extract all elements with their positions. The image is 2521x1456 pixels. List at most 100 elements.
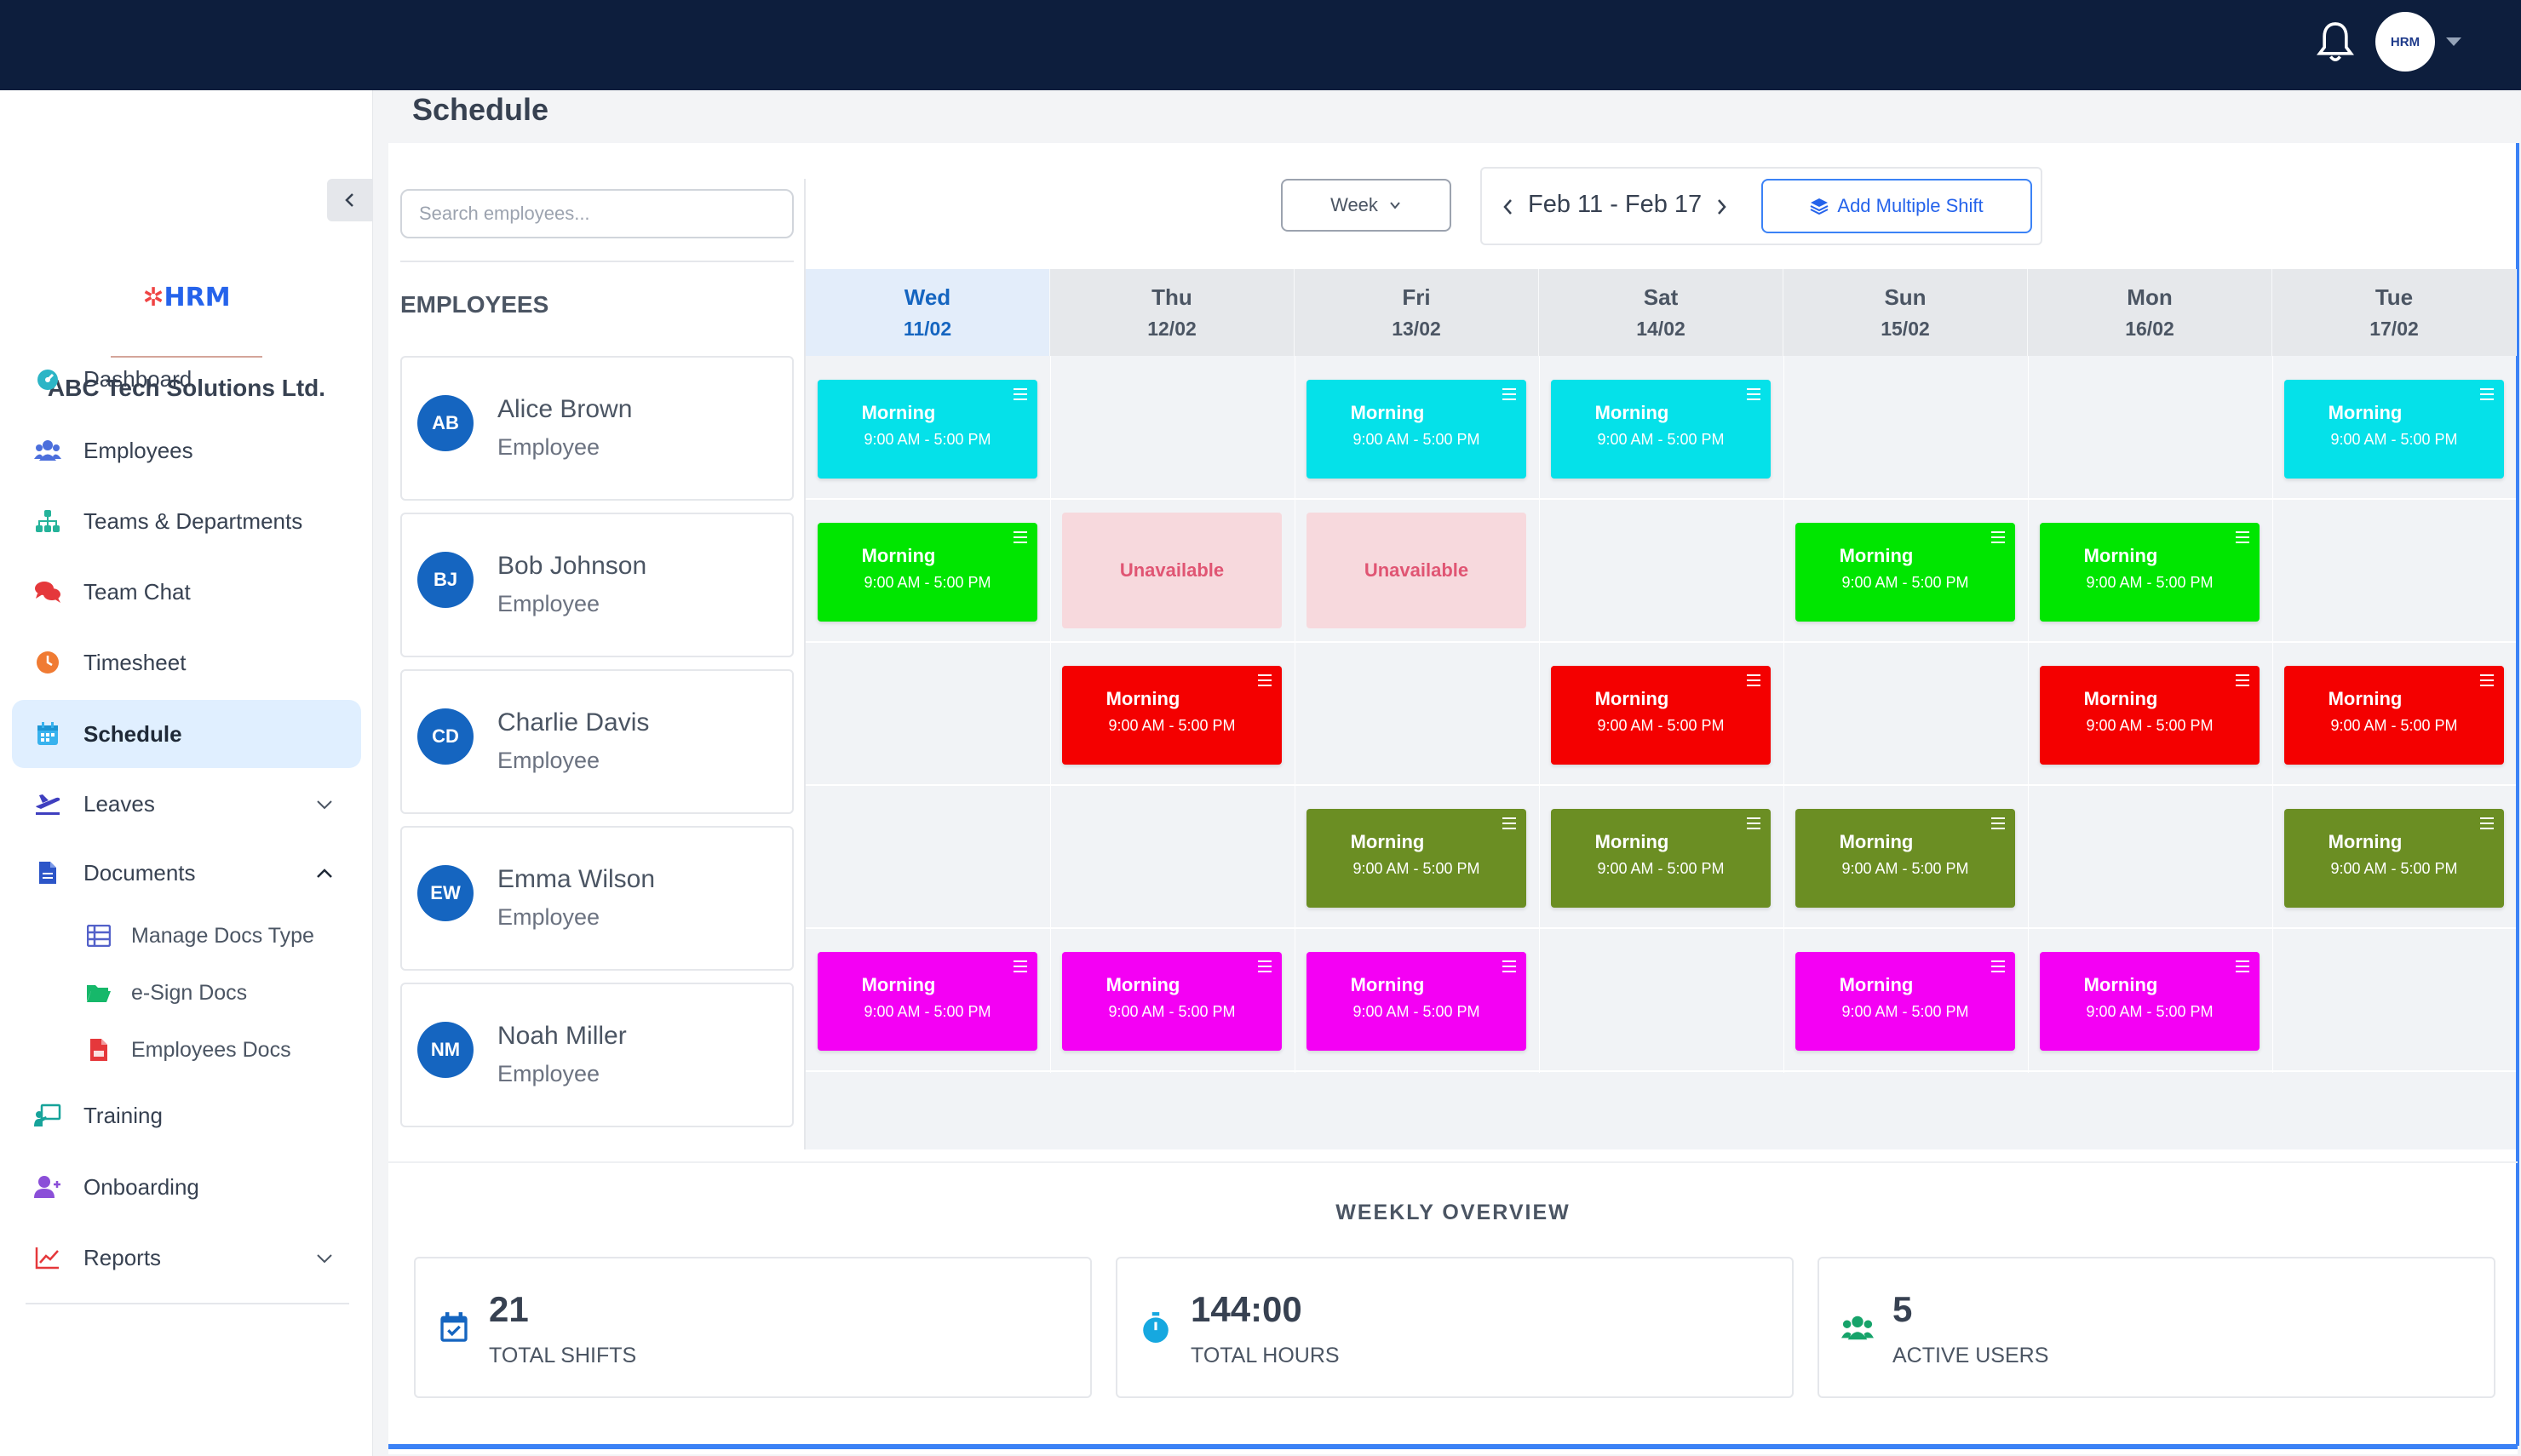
- sidebar-item-schedule[interactable]: Schedule: [12, 700, 361, 768]
- shift-block[interactable]: Morning 9:00 AM - 5:00 PM: [2040, 952, 2260, 1051]
- sidebar-item-dashboard[interactable]: Dashboard: [12, 345, 361, 413]
- menu-icon[interactable]: [2234, 530, 2251, 545]
- menu-icon[interactable]: [2234, 959, 2251, 974]
- sidebar-item-reports[interactable]: Reports: [12, 1224, 361, 1292]
- employee-avatar: EW: [417, 865, 474, 921]
- sidebar-item-teams-departments[interactable]: Teams & Departments: [12, 487, 361, 555]
- sidebar-item-label: Documents: [83, 859, 196, 886]
- sidebar-item-team-chat[interactable]: Team Chat: [12, 558, 361, 626]
- shift-block[interactable]: Morning 9:00 AM - 5:00 PM: [2040, 523, 2260, 622]
- search-employees-input[interactable]: [400, 189, 794, 238]
- previous-week-button[interactable]: [1494, 192, 1523, 221]
- shift-block[interactable]: Morning 9:00 AM - 5:00 PM: [818, 952, 1037, 1051]
- menu-icon[interactable]: [2478, 673, 2495, 688]
- grid-row-line: [806, 498, 2516, 500]
- sidebar-item-timesheet[interactable]: Timesheet: [12, 628, 361, 696]
- sidebar-subitem-employees-docs[interactable]: Employees Docs: [85, 1024, 358, 1075]
- menu-icon[interactable]: [2234, 673, 2251, 688]
- user-avatar[interactable]: HRM: [2375, 12, 2435, 72]
- folder-open-icon: [85, 979, 112, 1006]
- menu-icon[interactable]: [1501, 816, 1518, 831]
- day-header: Wed 11/02: [806, 269, 1050, 356]
- shift-block[interactable]: Morning 9:00 AM - 5:00 PM: [1062, 666, 1282, 765]
- add-multiple-shift-button[interactable]: Add Multiple Shift: [1761, 179, 2032, 233]
- shift-block[interactable]: Morning 9:00 AM - 5:00 PM: [2040, 666, 2260, 765]
- menu-icon[interactable]: [1990, 959, 2007, 974]
- stat-value: 144:00: [1191, 1289, 1302, 1329]
- menu-icon[interactable]: [1501, 387, 1518, 402]
- menu-icon[interactable]: [2478, 816, 2495, 831]
- shift-title: Morning: [861, 402, 936, 423]
- shift-block[interactable]: Morning 9:00 AM - 5:00 PM: [1551, 809, 1771, 908]
- shift-time: 9:00 AM - 5:00 PM: [1352, 1003, 1480, 1020]
- stat-label: TOTAL SHIFTS: [489, 1344, 637, 1367]
- day-name: Sat: [1643, 284, 1679, 310]
- shift-block[interactable]: Morning 9:00 AM - 5:00 PM: [1551, 380, 1771, 479]
- employee-card[interactable]: AB Alice Brown Employee: [400, 356, 794, 501]
- sidebar-item-label: Manage Docs Type: [131, 923, 314, 948]
- employee-avatar: AB: [417, 395, 474, 451]
- shift-block[interactable]: Morning 9:00 AM - 5:00 PM: [818, 523, 1037, 622]
- shift-block[interactable]: Morning 9:00 AM - 5:00 PM: [2284, 380, 2504, 479]
- view-select[interactable]: Week: [1281, 179, 1451, 232]
- employee-role: Employee: [497, 1061, 600, 1086]
- sidebar-collapse-button[interactable]: [327, 179, 373, 221]
- menu-icon[interactable]: [1745, 673, 1762, 688]
- menu-icon[interactable]: [1745, 387, 1762, 402]
- sidebar-item-training[interactable]: Training: [12, 1081, 361, 1149]
- menu-icon[interactable]: [2478, 387, 2495, 402]
- sidebar-divider: [26, 1303, 349, 1304]
- stat-label: TOTAL HOURS: [1191, 1344, 1340, 1367]
- employee-card[interactable]: NM Noah Miller Employee: [400, 983, 794, 1127]
- chevron-down-icon: [317, 1254, 332, 1264]
- shift-block[interactable]: Morning 9:00 AM - 5:00 PM: [818, 380, 1037, 479]
- notification-bell-icon[interactable]: [2317, 20, 2354, 65]
- shift-block[interactable]: Morning 9:00 AM - 5:00 PM: [2284, 809, 2504, 908]
- shift-block[interactable]: Morning 9:00 AM - 5:00 PM: [1062, 952, 1282, 1051]
- chevron-up-icon: [317, 868, 332, 878]
- employee-card[interactable]: EW Emma Wilson Employee: [400, 826, 794, 971]
- menu-icon[interactable]: [1990, 816, 2007, 831]
- sidebar-item-leaves[interactable]: Leaves: [12, 770, 361, 838]
- menu-icon[interactable]: [1501, 959, 1518, 974]
- unavailable-block[interactable]: Unavailable: [1062, 513, 1282, 628]
- sidebar-item-label: e-Sign Docs: [131, 980, 248, 1005]
- sidebar-item-onboarding[interactable]: Onboarding: [12, 1153, 361, 1221]
- menu-icon[interactable]: [1990, 530, 2007, 545]
- sidebar-item-label: Dashboard: [83, 365, 192, 392]
- unavailable-block[interactable]: Unavailable: [1306, 513, 1526, 628]
- sidebar-subitem-esign-docs[interactable]: e-Sign Docs: [85, 967, 358, 1018]
- sidebar-item-documents[interactable]: Documents: [12, 839, 361, 907]
- menu-icon[interactable]: [1012, 959, 1029, 974]
- menu-icon[interactable]: [1745, 816, 1762, 831]
- next-week-button[interactable]: [1707, 192, 1736, 221]
- shift-block[interactable]: Morning 9:00 AM - 5:00 PM: [1795, 952, 2015, 1051]
- shift-block[interactable]: Morning 9:00 AM - 5:00 PM: [1551, 666, 1771, 765]
- shift-block[interactable]: Morning 9:00 AM - 5:00 PM: [1306, 952, 1526, 1051]
- employee-card[interactable]: CD Charlie Davis Employee: [400, 669, 794, 814]
- sidebar-item-employees[interactable]: Employees: [12, 416, 361, 484]
- shift-block[interactable]: Morning 9:00 AM - 5:00 PM: [1306, 380, 1526, 479]
- shift-block[interactable]: Morning 9:00 AM - 5:00 PM: [1306, 809, 1526, 908]
- day-date: 12/02: [1147, 318, 1197, 340]
- sidebar-item-label: Leaves: [83, 790, 155, 817]
- shift-block[interactable]: Morning 9:00 AM - 5:00 PM: [1795, 523, 2015, 622]
- shift-block[interactable]: Morning 9:00 AM - 5:00 PM: [2284, 666, 2504, 765]
- menu-icon[interactable]: [1012, 530, 1029, 545]
- plane-departure-icon: [34, 790, 61, 817]
- employee-avatar: CD: [417, 708, 474, 765]
- user-menu-caret-icon[interactable]: [2446, 37, 2461, 46]
- chalkboard-teacher-icon: [34, 1102, 61, 1129]
- menu-icon[interactable]: [1256, 673, 1273, 688]
- sidebar-item-label: Reports: [83, 1244, 162, 1270]
- employee-name: Bob Johnson: [497, 552, 647, 580]
- grid-column-line: [1050, 356, 1051, 1073]
- brand-logo: ✲HRM: [142, 283, 231, 312]
- unavailable-label: Unavailable: [1364, 559, 1469, 581]
- shift-block[interactable]: Morning 9:00 AM - 5:00 PM: [1795, 809, 2015, 908]
- sidebar-subitem-manage-docs-type[interactable]: Manage Docs Type: [85, 910, 358, 961]
- menu-icon[interactable]: [1012, 387, 1029, 402]
- menu-icon[interactable]: [1256, 959, 1273, 974]
- employee-card[interactable]: BJ Bob Johnson Employee: [400, 513, 794, 657]
- page-title: Schedule: [412, 92, 549, 127]
